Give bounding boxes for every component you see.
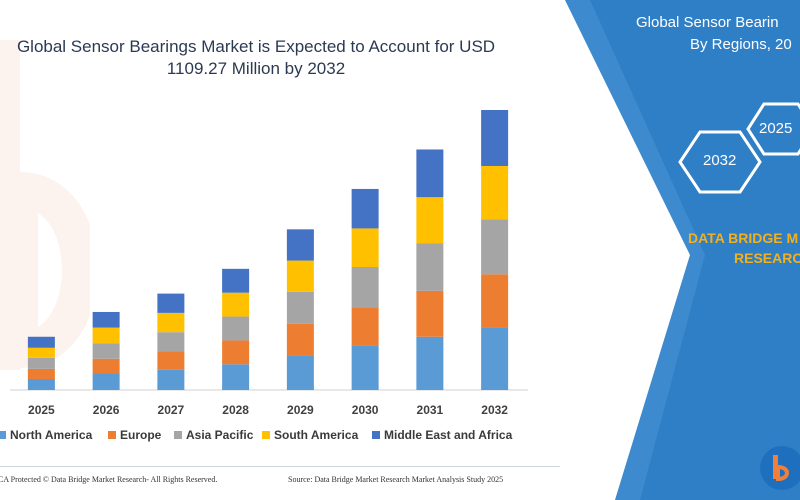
- legend-item: South America: [262, 428, 358, 442]
- x-tick-label: 2028: [222, 403, 249, 417]
- bar-segment: [416, 243, 444, 291]
- x-tick-label: 2030: [352, 403, 379, 417]
- bar-segment: [416, 149, 444, 198]
- stacked-bar-chart: 2025 2026 2027 2028 2029 2030 2031 2032: [10, 110, 528, 417]
- bar-segment: [351, 266, 379, 308]
- legend-item: North America: [0, 428, 92, 442]
- legend-label: North America: [10, 428, 93, 442]
- bar-segment: [481, 327, 509, 390]
- legend-item: Europe: [108, 428, 161, 442]
- bar-segment: [157, 293, 185, 313]
- bar-segment: [92, 327, 120, 344]
- bar-segment: [157, 351, 185, 370]
- bar-segment: [481, 110, 509, 166]
- x-tick-label: 2026: [93, 403, 120, 417]
- bar-segment: [27, 336, 55, 348]
- bar-segment: [416, 197, 444, 244]
- x-tick-label: 2025: [28, 403, 55, 417]
- legend-label: South America: [274, 428, 359, 442]
- bar-segment: [157, 332, 185, 352]
- bar-segment: [416, 336, 444, 390]
- footer-divider: [0, 466, 560, 467]
- legend-label: Europe: [120, 428, 162, 442]
- legend-swatch: [372, 431, 380, 439]
- bar-segment: [351, 307, 379, 346]
- bar-segment: [157, 369, 185, 390]
- side-panel-title-line-1: Global Sensor Bearin: [636, 14, 779, 31]
- bar-segment: [222, 268, 250, 293]
- legend-item: Asia Pacific: [174, 428, 253, 442]
- side-panel-title-line-2: By Regions, 20: [690, 36, 792, 53]
- x-tick-label: 2027: [158, 403, 185, 417]
- side-panel-brand: DATA BRIDGE M RESEARC: [688, 228, 800, 268]
- bar-segment: [481, 274, 509, 328]
- legend-swatch: [174, 431, 182, 439]
- bar-segment: [222, 364, 250, 390]
- side-panel-brand-line-2: RESEARC: [734, 250, 800, 266]
- legend-swatch: [0, 431, 6, 439]
- bar-segment: [27, 368, 55, 379]
- bar-segment: [286, 323, 314, 356]
- bar-segment: [351, 228, 379, 267]
- bar-segment: [286, 355, 314, 390]
- footer-source: Source: Data Bridge Market Research Mark…: [288, 475, 504, 484]
- legend-label: Middle East and Africa: [384, 428, 513, 442]
- hexagon-2025-label: 2025: [759, 120, 793, 137]
- footer-copyright: CA Protected © Data Bridge Market Resear…: [0, 475, 218, 484]
- legend-item: Middle East and Africa: [372, 428, 512, 442]
- bar-segment: [157, 312, 185, 333]
- bar-segment: [481, 219, 509, 275]
- bar-segment: [92, 358, 120, 374]
- bar-segment: [416, 290, 444, 337]
- bar-segment: [351, 188, 379, 229]
- side-panel-brand-line-1: DATA BRIDGE M: [688, 230, 799, 246]
- bar-segment: [222, 292, 250, 317]
- brand-logo-icon: [760, 446, 800, 490]
- bar-segment: [222, 316, 250, 341]
- chart-title-line-2: 1109.27 Million by 2032: [166, 59, 346, 78]
- bar-segment: [27, 347, 55, 358]
- hexagon-2032-label: 2032: [703, 152, 737, 169]
- side-panel-title: Global Sensor Bearin By Regions, 20: [636, 12, 800, 56]
- bar-segment: [92, 343, 120, 359]
- chart-title-line-1: Global Sensor Bearings Market is Expecte…: [16, 37, 496, 56]
- bar-segment: [27, 357, 55, 369]
- x-tick-label: 2032: [481, 403, 508, 417]
- bar-segment: [286, 260, 314, 292]
- bar-segment: [222, 340, 250, 365]
- x-tick-label: 2031: [417, 403, 444, 417]
- bar-segment: [286, 229, 314, 261]
- chart-title: Global Sensor Bearings Market is Expecte…: [0, 36, 516, 80]
- bar-segment: [27, 378, 55, 390]
- x-tick-label: 2029: [287, 403, 314, 417]
- bar-segment: [481, 166, 509, 220]
- bar-segment: [351, 345, 379, 390]
- legend-swatch: [108, 431, 116, 439]
- bar-segment: [286, 291, 314, 324]
- bar-segment: [92, 373, 120, 390]
- legend-swatch: [262, 431, 270, 439]
- bar-segment: [92, 311, 120, 328]
- legend-label: Asia Pacific: [186, 428, 254, 442]
